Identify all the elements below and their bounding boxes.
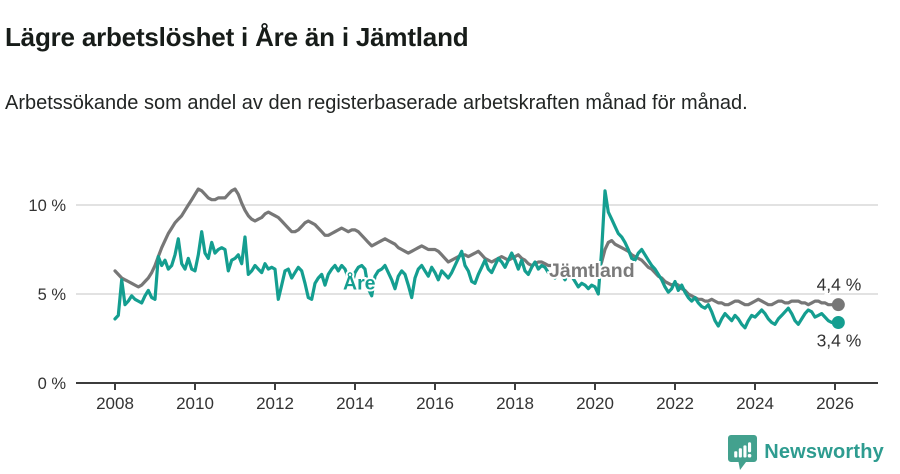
x-axis-tick-label: 2010: [176, 394, 214, 413]
end-value-label-åre: 3,4 %: [817, 330, 862, 350]
chart-subtitle: Arbetssökande som andel av den registerb…: [5, 92, 748, 114]
series-label-jämtland: Jämtland: [549, 260, 635, 282]
x-axis-tick-label: 2022: [656, 394, 694, 413]
page-title: Lägre arbetslöshet i Åre än i Jämtland: [5, 22, 469, 53]
end-dot-jämtland: [831, 298, 845, 312]
gridlines-group: [76, 204, 878, 295]
series-line-åre: [113, 189, 840, 330]
y-axis-tick-label: 5 %: [38, 286, 67, 304]
x-axis-tick-label: 2008: [96, 394, 134, 413]
brand-name: Newsworthy: [764, 441, 884, 463]
logo-bubble: [728, 435, 758, 470]
x-axis-tick-label: 2016: [416, 394, 454, 413]
series-lines-group: [113, 187, 845, 330]
y-axis-tick-label: 10 %: [28, 197, 66, 215]
x-axis-tick-label: 2012: [256, 394, 294, 413]
newsworthy-attribution: Newsworthy: [728, 435, 884, 470]
axis-group: [76, 382, 878, 390]
chart-labels-group: 0 % 5 % 10 % 2008 2010 2012 2014 2016 2018 2020 20…: [28, 197, 863, 413]
y-axis-tick-label: 0 %: [38, 375, 67, 393]
end-value-label-jämtland: 4,4 %: [817, 275, 862, 295]
x-axis-tick-label: 2024: [736, 394, 774, 413]
x-axis-tick-label: 2018: [496, 394, 534, 413]
x-axis-tick-label: 2020: [576, 394, 614, 413]
newsworthy-logo-icon: [728, 435, 758, 470]
x-axis-tick-label: 2014: [336, 394, 374, 413]
series-line-jämtland: [113, 187, 840, 307]
x-axis-tick-label: 2026: [816, 394, 854, 413]
end-dot-åre: [831, 315, 845, 329]
series-label-åre: Åre: [343, 271, 376, 295]
